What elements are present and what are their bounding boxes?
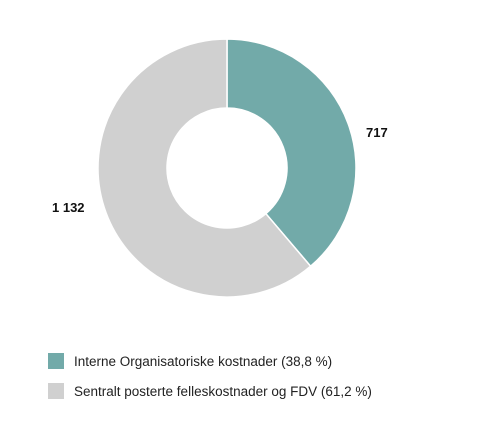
donut-slices (97, 38, 357, 298)
data-label-sentralt: 1 132 (52, 200, 85, 215)
donut-slice-interne (226, 38, 357, 268)
legend-swatch-sentralt (48, 383, 64, 399)
data-label-interne: 717 (366, 125, 388, 140)
legend-label-interne: Interne Organisatoriske kostnader (38,8 … (74, 353, 333, 369)
donut-slice-sentralt (97, 38, 312, 298)
legend-swatch-interne (48, 353, 64, 369)
legend-item-sentralt: Sentralt posterte felleskostnader og FDV… (48, 382, 372, 400)
legend-item-interne: Interne Organisatoriske kostnader (38,8 … (48, 352, 372, 370)
legend-label-sentralt: Sentralt posterte felleskostnader og FDV… (74, 383, 372, 399)
legend: Interne Organisatoriske kostnader (38,8 … (48, 352, 372, 412)
donut-chart: 717 1 132 (52, 38, 388, 298)
